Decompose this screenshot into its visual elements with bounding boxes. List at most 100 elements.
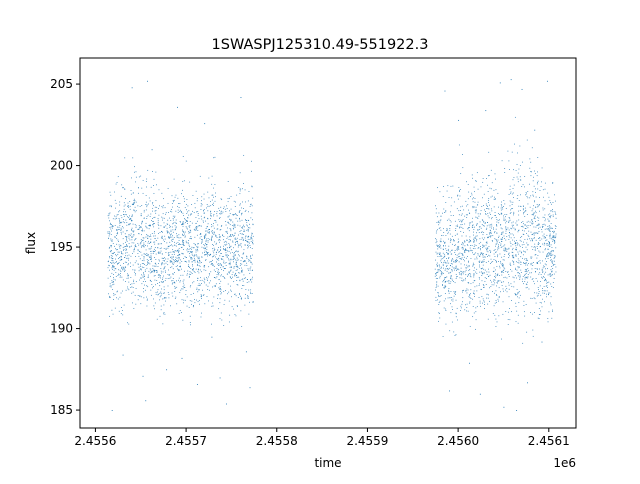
data-point: [494, 302, 496, 304]
data-point: [165, 212, 167, 214]
data-point: [453, 281, 454, 282]
data-point: [162, 260, 164, 262]
data-point: [199, 284, 201, 286]
data-point: [114, 236, 115, 238]
data-point: [437, 187, 438, 189]
data-point: [534, 215, 536, 217]
data-point: [194, 302, 196, 304]
data-point: [153, 265, 155, 267]
data-point: [175, 210, 177, 212]
data-point: [149, 234, 151, 236]
data-point: [478, 226, 480, 228]
data-point: [436, 244, 438, 246]
data-point: [169, 233, 171, 235]
data-point: [142, 275, 144, 277]
data-point: [547, 248, 549, 250]
data-point: [213, 213, 215, 215]
data-point: [195, 268, 197, 270]
data-point: [247, 200, 249, 202]
data-point: [163, 275, 164, 277]
data-point: [223, 325, 225, 326]
data-point: [513, 257, 515, 259]
data-point: [545, 248, 546, 250]
data-point: [128, 259, 129, 261]
data-point: [479, 283, 480, 285]
data-point: [537, 180, 539, 182]
data-point: [537, 157, 539, 158]
data-point: [220, 258, 222, 259]
data-point: [515, 269, 516, 270]
data-point: [171, 258, 173, 260]
data-point: [495, 252, 497, 253]
data-point-cluster: [144, 169, 153, 307]
data-point: [148, 203, 149, 205]
data-point: [182, 280, 184, 282]
data-point: [443, 287, 445, 289]
data-point: [128, 234, 130, 235]
data-point: [552, 274, 553, 276]
data-point: [479, 266, 481, 268]
data-point: [213, 247, 215, 249]
data-point: [447, 253, 449, 254]
data-point: [251, 186, 253, 188]
data-point: [460, 307, 462, 309]
data-point: [229, 228, 231, 229]
data-point: [512, 256, 514, 258]
data-point: [488, 175, 489, 177]
data-point: [513, 237, 515, 239]
data-point: [126, 222, 128, 223]
data-point: [200, 316, 202, 318]
data-point: [495, 239, 497, 240]
data-point: [239, 279, 241, 281]
data-point: [174, 298, 176, 299]
data-point: [530, 297, 532, 299]
data-point: [242, 237, 244, 239]
data-point: [542, 298, 543, 300]
data-point: [498, 213, 499, 215]
data-point: [476, 223, 478, 225]
data-point: [143, 256, 145, 258]
data-point: [133, 282, 135, 284]
data-point: [498, 275, 500, 276]
data-point: [204, 254, 206, 256]
data-point: [118, 229, 120, 230]
data-point: [235, 270, 237, 271]
data-point: [442, 258, 444, 260]
data-point: [496, 285, 497, 287]
data-point: [190, 274, 192, 275]
data-point: [205, 269, 207, 271]
data-point: [534, 201, 535, 203]
data-point: [550, 251, 552, 253]
data-point: [115, 216, 117, 218]
data-point: [520, 240, 522, 242]
data-point: [449, 228, 451, 229]
data-point: [516, 176, 518, 178]
data-point: [546, 234, 548, 236]
data-point: [532, 221, 533, 222]
data-point: [219, 255, 221, 257]
data-point: [181, 211, 182, 212]
data-point: [501, 285, 503, 287]
data-point: [537, 171, 538, 173]
data-point: [515, 302, 517, 304]
data-point: [534, 218, 536, 220]
data-point: [159, 275, 161, 276]
data-point: [440, 260, 442, 262]
data-point: [171, 203, 173, 204]
data-point: [448, 288, 450, 289]
data-point: [544, 188, 546, 190]
data-point: [495, 243, 497, 245]
data-point: [538, 273, 540, 275]
data-point: [472, 225, 473, 227]
data-point: [226, 247, 228, 249]
data-point: [450, 260, 452, 262]
data-point: [471, 198, 473, 200]
data-point: [133, 307, 135, 309]
data-point: [496, 241, 498, 242]
data-point: [118, 273, 119, 275]
data-point: [522, 226, 524, 228]
data-point: [445, 268, 447, 270]
data-point: [459, 227, 460, 229]
data-point: [512, 239, 514, 241]
data-point: [460, 263, 462, 265]
